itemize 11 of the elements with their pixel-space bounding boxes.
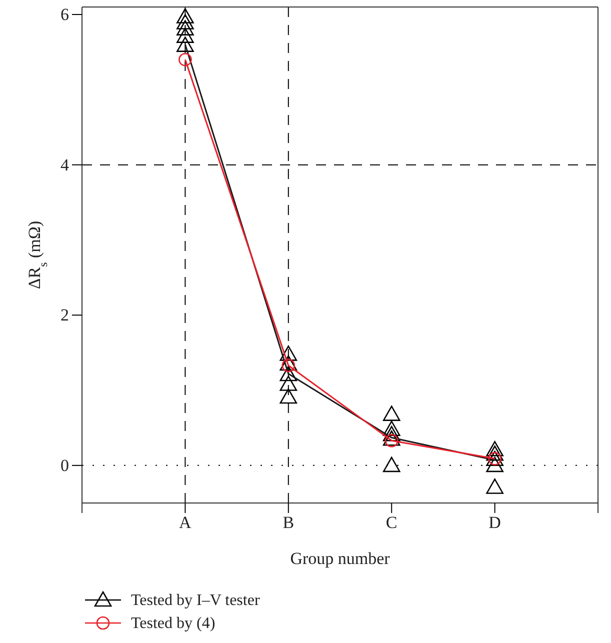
legend-label: Tested by I–V tester: [131, 592, 260, 609]
x-tick-label: B: [282, 513, 294, 532]
y-tick-label: 2: [60, 306, 69, 325]
legend-label: Tested by (4): [131, 615, 216, 632]
y-tick-label: 0: [60, 456, 69, 475]
x-tick-label: D: [488, 513, 501, 532]
x-tick-label: A: [179, 513, 192, 532]
y-tick-label: 4: [60, 155, 70, 174]
x-tick-label: C: [386, 513, 398, 532]
x-axis-title: Group number: [290, 549, 390, 568]
y-tick-label: 6: [60, 4, 69, 24]
